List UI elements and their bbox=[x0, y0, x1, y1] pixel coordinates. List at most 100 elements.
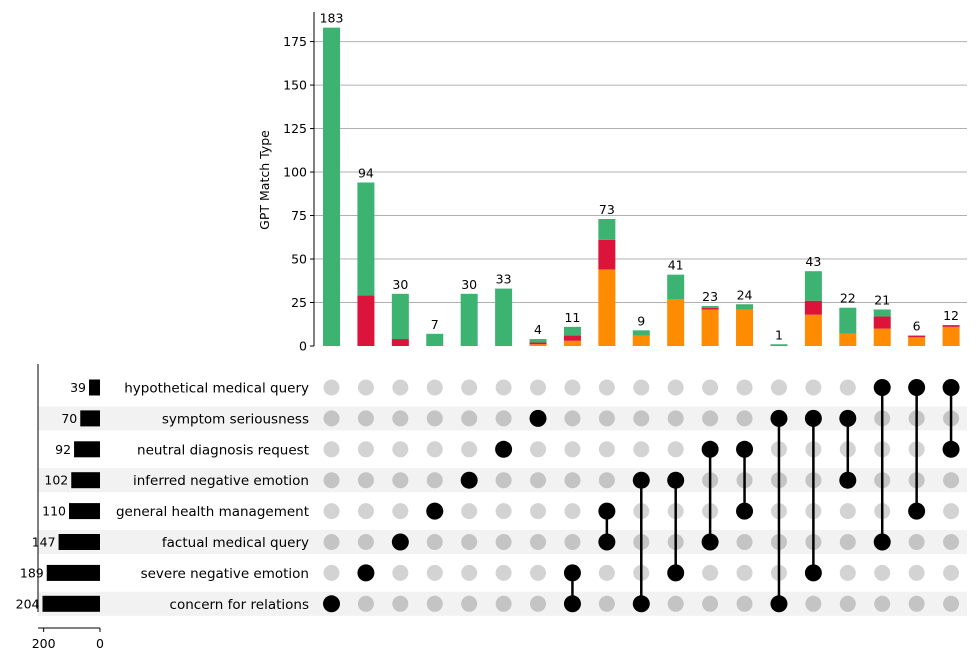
bar-segment-red bbox=[563, 335, 581, 341]
matrix-dot-on bbox=[598, 533, 616, 551]
bar-total-label: 23 bbox=[702, 289, 718, 304]
matrix-dot-off bbox=[702, 410, 719, 427]
matrix-dot-off bbox=[530, 441, 547, 458]
matrix-dot-off bbox=[392, 379, 409, 396]
matrix-dot-on bbox=[357, 564, 375, 582]
set-size-bar bbox=[46, 564, 100, 581]
set-name-label: neutral diagnosis request bbox=[137, 442, 309, 458]
matrix-dot-off bbox=[392, 564, 409, 581]
matrix-dot-off bbox=[357, 441, 374, 458]
bar-segment-red bbox=[357, 295, 375, 346]
matrix-dot-on bbox=[460, 471, 478, 489]
y-tick-label: 125 bbox=[283, 121, 307, 136]
matrix-dot-off bbox=[323, 472, 340, 489]
set-size-label: 204 bbox=[16, 596, 40, 611]
set-name-label: general health management bbox=[116, 504, 309, 520]
bar-total-label: 43 bbox=[805, 254, 821, 269]
matrix-dot-on bbox=[873, 379, 891, 396]
matrix-dot-off bbox=[392, 503, 409, 520]
matrix-dot-off bbox=[564, 534, 581, 550]
bar-segment-red bbox=[908, 335, 926, 338]
matrix-dot-off bbox=[461, 379, 478, 396]
matrix-dot-off bbox=[736, 595, 753, 612]
matrix-dot-off bbox=[495, 503, 512, 520]
matrix-dot-off bbox=[530, 595, 547, 612]
y-tick-label: 50 bbox=[291, 252, 307, 267]
set-size-bar bbox=[42, 595, 100, 612]
bar-segment-red bbox=[529, 342, 547, 345]
set-size-bar bbox=[89, 379, 100, 396]
bar-segment-green bbox=[563, 326, 581, 336]
matrix-dot-off bbox=[426, 564, 443, 581]
matrix-dot-off bbox=[702, 564, 719, 581]
matrix-dot-off bbox=[392, 441, 409, 458]
set-size-label: 70 bbox=[61, 411, 77, 426]
bar-segment-green bbox=[323, 27, 340, 346]
matrix-dot-off bbox=[667, 441, 684, 458]
matrix-dot-off bbox=[323, 503, 340, 520]
matrix-dot-off bbox=[943, 595, 960, 612]
bar-segment-red bbox=[598, 239, 616, 270]
matrix-dot-off bbox=[598, 564, 615, 581]
bar-total-label: 21 bbox=[874, 292, 890, 307]
y-tick-label: 0 bbox=[299, 339, 307, 354]
matrix-dot-off bbox=[392, 410, 409, 427]
matrix-dot-on bbox=[873, 533, 891, 551]
matrix-dot-on bbox=[804, 564, 822, 582]
matrix-dot-on bbox=[839, 409, 857, 427]
bar-total-label: 183 bbox=[320, 11, 344, 26]
bar-total-label: 11 bbox=[564, 310, 580, 325]
matrix-dot-on bbox=[770, 409, 788, 427]
matrix-dot-on bbox=[839, 471, 857, 489]
matrix-dot-off bbox=[564, 379, 581, 396]
matrix-dot-off bbox=[495, 595, 512, 612]
bar-segment-orange bbox=[873, 328, 891, 346]
set-size-bars: 39 70 92 102 110 147 189 204 bbox=[16, 379, 100, 612]
matrix-dot-on bbox=[942, 440, 960, 458]
matrix-dot-off bbox=[839, 564, 856, 581]
set-name-labels: hypothetical medical query symptom seriou… bbox=[116, 381, 309, 613]
bar-segment-orange bbox=[598, 269, 616, 346]
matrix-dot-off bbox=[908, 595, 925, 612]
matrix-dot-off bbox=[736, 564, 753, 581]
set-name-label: hypothetical medical query bbox=[124, 381, 309, 397]
set-size-label: 102 bbox=[44, 473, 68, 488]
matrix-dot-off bbox=[564, 503, 581, 520]
matrix-dot-off bbox=[323, 564, 340, 581]
bar-segment-red bbox=[391, 339, 409, 346]
bar-segment-green bbox=[736, 304, 754, 310]
set-size-bar bbox=[69, 503, 100, 520]
y-tick-label: 175 bbox=[283, 34, 307, 49]
set-name-label: severe negative emotion bbox=[141, 566, 309, 582]
bar-segment-green bbox=[460, 293, 478, 346]
intersection-matrix bbox=[323, 379, 960, 613]
bar-total-label: 7 bbox=[431, 317, 439, 332]
matrix-dot-off bbox=[461, 534, 478, 550]
matrix-dot-off bbox=[357, 379, 374, 396]
matrix-dot-on bbox=[908, 502, 926, 520]
intersection-bars bbox=[323, 27, 960, 346]
matrix-dot-on bbox=[667, 564, 685, 582]
y-tick-label: 100 bbox=[283, 165, 307, 180]
intersection-bar-labels: 183 94 30 7 30 33 4 11 73 9 41 23 24 1 43 22 21 6 12 bbox=[320, 11, 959, 343]
matrix-dot-off bbox=[392, 595, 409, 612]
matrix-dot-off bbox=[598, 441, 615, 458]
matrix-dot-off bbox=[667, 595, 684, 612]
set-size-label: 92 bbox=[55, 442, 71, 457]
matrix-dot-on bbox=[701, 533, 719, 551]
matrix-dot-off bbox=[702, 595, 719, 612]
matrix-dot-off bbox=[943, 472, 960, 489]
matrix-dot-off bbox=[461, 595, 478, 612]
matrix-dot-off bbox=[874, 564, 891, 581]
matrix-dot-on bbox=[632, 595, 650, 613]
matrix-dot-off bbox=[495, 472, 512, 489]
bar-segment-orange bbox=[839, 333, 857, 346]
bar-segment-green bbox=[873, 309, 891, 317]
matrix-dot-on bbox=[563, 595, 581, 613]
bar-segment-green bbox=[667, 274, 685, 300]
bar-segment-orange bbox=[701, 309, 719, 346]
y-gridlines bbox=[314, 41, 967, 304]
matrix-dot-off bbox=[357, 503, 374, 520]
bar-segment-orange bbox=[667, 299, 685, 346]
bar-segment-green bbox=[391, 293, 409, 340]
